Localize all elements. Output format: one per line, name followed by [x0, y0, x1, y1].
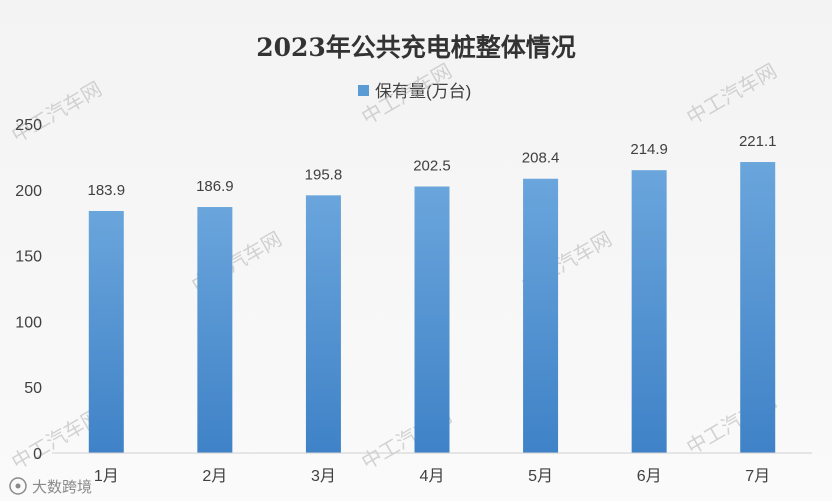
watermark-text: 中工汽车网 — [683, 59, 781, 129]
data-label: 195.8 — [305, 166, 343, 183]
data-label: 221.1 — [739, 133, 777, 150]
source-logo-icon-dot — [15, 483, 21, 489]
watermark-text: 中工汽车网 — [8, 77, 106, 147]
bar-7 — [740, 162, 776, 453]
y-tick-label: 200 — [15, 183, 42, 200]
y-tick-label: 50 — [24, 380, 42, 397]
legend: 保有量(万台) — [358, 82, 471, 101]
bar-3 — [305, 195, 341, 453]
bar-5 — [523, 178, 559, 453]
x-tick-label: 3月 — [311, 468, 336, 485]
data-label: 214.9 — [630, 141, 668, 158]
y-tick-label: 100 — [15, 314, 42, 331]
x-tick-label: 7月 — [745, 468, 770, 485]
y-tick-label: 0 — [33, 446, 42, 463]
data-label: 186.9 — [196, 178, 234, 195]
x-tick-label: 5月 — [528, 468, 553, 485]
source-logo: 大数跨境 — [9, 477, 92, 496]
source-logo-icon — [9, 477, 27, 495]
x-tick-label: 4月 — [420, 468, 445, 485]
bar-2 — [197, 207, 233, 453]
chart-title: 2023年公共充电桩整体情况 — [256, 33, 576, 62]
data-label: 183.9 — [88, 182, 126, 199]
bars — [88, 162, 776, 454]
bar-1 — [88, 210, 124, 453]
source-logo-text: 大数跨境 — [32, 478, 92, 496]
x-tick-label: 2月 — [202, 468, 227, 485]
legend-label: 保有量(万台) — [375, 82, 471, 101]
data-labels: 183.9 186.9 195.8 202.5 208.4 214.9 221.1 — [88, 133, 777, 199]
y-axis-ticks: 0 50 100 150 200 250 — [15, 117, 42, 463]
bar-6 — [631, 170, 667, 454]
y-tick-label: 150 — [15, 249, 42, 266]
data-label: 202.5 — [413, 158, 451, 175]
x-tick-label: 1月 — [94, 468, 119, 485]
x-tick-label: 6月 — [637, 468, 662, 485]
data-label: 208.4 — [522, 150, 560, 167]
x-axis-ticks: 1月 2月 3月 4月 5月 6月 7月 — [94, 468, 770, 485]
legend-swatch — [358, 85, 369, 96]
y-tick-label: 250 — [15, 117, 42, 134]
bar-4 — [414, 186, 450, 453]
